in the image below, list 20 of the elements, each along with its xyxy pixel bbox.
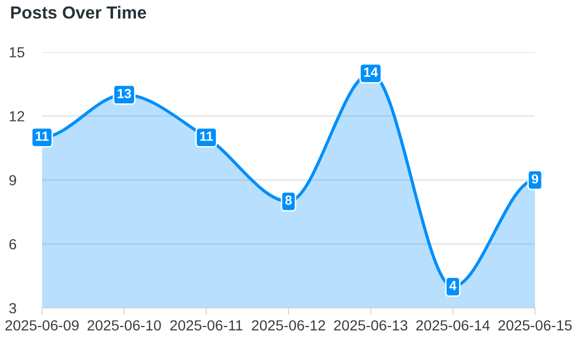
data-label: 8: [285, 196, 292, 205]
y-tick-label: 12: [10, 111, 24, 122]
y-tick-label: 6: [9, 239, 16, 250]
data-label: 9: [532, 174, 538, 184]
x-tick-label: 2025-06-09: [5, 320, 79, 331]
data-label: 4: [449, 281, 456, 290]
x-tick-label: 2025-06-15: [498, 320, 572, 331]
y-tick-label: 9: [9, 175, 16, 186]
data-label: 14: [364, 68, 378, 77]
y-tick-label: 3: [9, 303, 16, 314]
x-tick-label: 2025-06-13: [334, 320, 408, 331]
x-tick-label: 2025-06-10: [88, 320, 161, 331]
x-tick-label: 2025-06-11: [170, 320, 242, 331]
data-label: 11: [36, 132, 49, 141]
chart-title: Posts Over Time: [11, 6, 146, 19]
x-tick-label: 2025-06-12: [252, 320, 326, 331]
y-tick-label: 15: [10, 47, 24, 58]
data-label: 13: [118, 88, 132, 98]
x-tick-label: 2025-06-14: [416, 320, 490, 331]
data-label: 11: [200, 132, 213, 141]
